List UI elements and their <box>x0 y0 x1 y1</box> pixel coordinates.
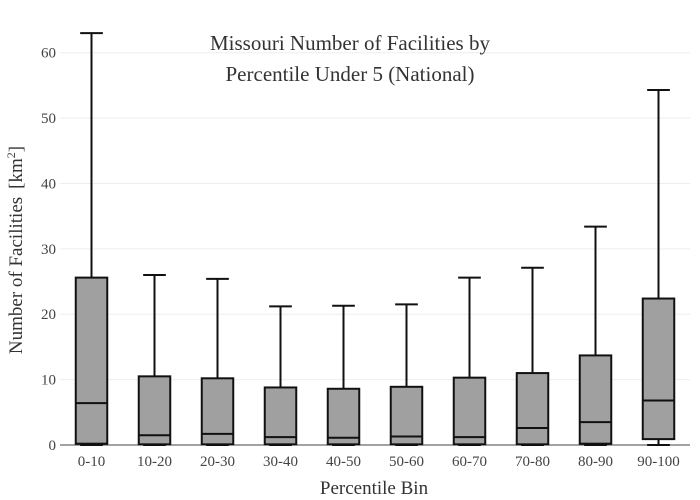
iqr-box <box>389 385 424 446</box>
y-axis-unit-suffix: ] <box>6 146 27 152</box>
x-tick-label: 40-50 <box>326 454 361 470</box>
y-axis-title-text: Number of Facilities <box>6 197 27 354</box>
iqr-box <box>326 387 361 446</box>
iqr-box <box>137 375 172 446</box>
iqr-box <box>578 354 613 445</box>
x-tick-label: 90-100 <box>637 454 680 470</box>
y-tick-label: 10 <box>41 373 56 389</box>
x-axis-title: Percentile Bin <box>320 478 429 499</box>
iqr-box <box>515 372 550 446</box>
box-50-60 <box>389 303 424 446</box>
chart-title-line-2: Percentile Under 5 (National) <box>226 62 475 86</box>
tick-labels: 0 10 20 30 40 50 60 0-10 10-20 20-30 30-40 40-50 50-… <box>41 46 680 470</box>
box-70-80 <box>515 266 550 446</box>
box-80-90 <box>578 225 613 446</box>
iqr-box <box>74 276 109 445</box>
chart-title-line-1: Missouri Number of Facilities by <box>210 31 490 55</box>
y-tick-label: 20 <box>41 307 56 323</box>
y-tick-label: 40 <box>41 176 56 192</box>
box-10-20 <box>137 274 172 446</box>
x-tick-label: 50-60 <box>389 454 424 470</box>
iqr-box <box>452 376 487 446</box>
box-30-40 <box>263 305 298 446</box>
y-axis-unit-superscript: 2 <box>4 152 18 158</box>
box-40-50 <box>326 304 361 446</box>
box-90-100 <box>641 88 676 446</box>
x-tick-label: 30-40 <box>263 454 298 470</box>
iqr-box <box>641 297 676 441</box>
y-axis-unit-prefix: [km <box>6 158 27 189</box>
x-tick-label: 10-20 <box>137 454 172 470</box>
iqr-box <box>263 386 298 446</box>
y-axis-title: Number of Facilities [km2] <box>4 146 27 354</box>
y-tick-label: 30 <box>41 242 56 258</box>
x-tick-label: 80-90 <box>578 454 613 470</box>
box-60-70 <box>452 276 487 446</box>
y-tick-label: 0 <box>49 438 57 454</box>
x-tick-label: 70-80 <box>515 454 550 470</box>
box-series <box>74 32 676 446</box>
x-tick-label: 60-70 <box>452 454 487 470</box>
y-tick-label: 60 <box>41 46 56 62</box>
x-tick-label: 0-10 <box>78 454 106 470</box>
box-20-30 <box>200 277 235 446</box>
x-tick-label: 20-30 <box>200 454 235 470</box>
y-tick-label: 50 <box>41 111 56 127</box>
box-0-10 <box>74 32 109 446</box>
